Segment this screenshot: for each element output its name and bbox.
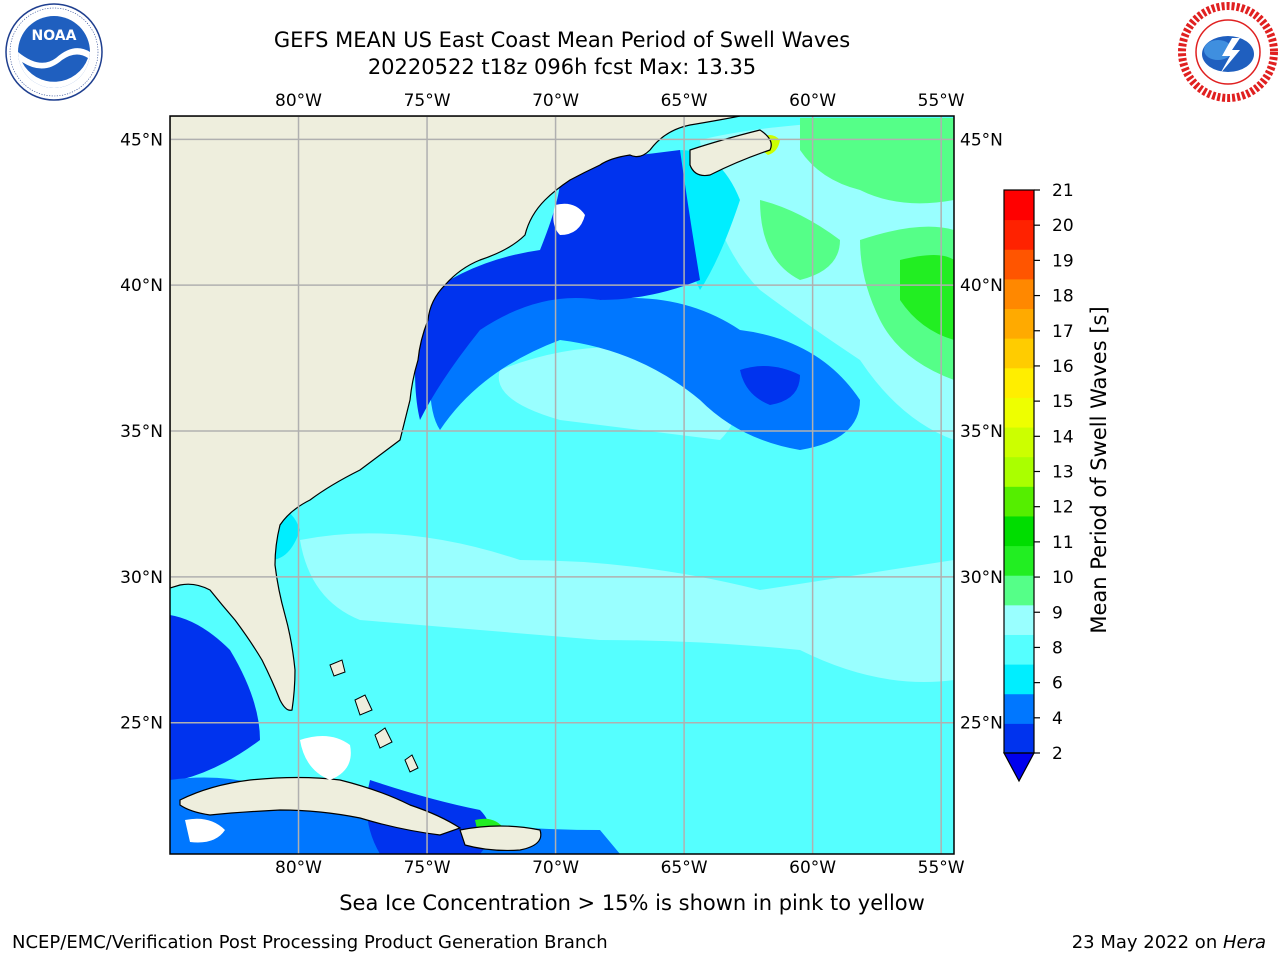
- lon-label-bottom-2: 70°W: [532, 858, 579, 878]
- lat-labels-left: 45°N 40°N 35°N 30°N 25°N: [120, 130, 163, 733]
- colorbar-extend-min: [1002, 752, 1036, 783]
- land-bahamas: [329, 659, 419, 773]
- colorbar-segment-5: [1004, 575, 1034, 606]
- map-gridlines: [170, 116, 954, 854]
- lat-label-right-3: 30°N: [960, 568, 1003, 588]
- lon-label-top-2: 70°W: [532, 91, 579, 111]
- lat-label-left-3: 30°N: [120, 568, 163, 588]
- colorbar-tick-label-8: 13: [1052, 463, 1074, 483]
- colorbar-segment-8: [1004, 486, 1034, 517]
- colorbar-segment-13: [1004, 338, 1034, 369]
- land-north-america: [170, 116, 741, 711]
- lat-label-left-2: 35°N: [120, 422, 163, 442]
- colorbar-tick-label-10: 15: [1052, 392, 1074, 412]
- land-hispaniola: [459, 825, 542, 852]
- map-field-layer: [170, 116, 954, 854]
- colorbar-segment-18: [1004, 190, 1034, 221]
- colorbar-tick-label-11: 16: [1052, 357, 1074, 377]
- colorbar-tick-label-0: 2: [1052, 744, 1063, 764]
- colorbar: 2 4 6 8 9 10 11 12 13 14 15 16 17 18 19 20 21: [1002, 181, 1074, 783]
- ocean-zone-9-10s-mid: [760, 200, 840, 280]
- lon-label-bottom-1: 75°W: [404, 858, 451, 878]
- colorbar-segment-6: [1004, 545, 1034, 576]
- lon-label-top-4: 60°W: [789, 91, 836, 111]
- lon-label-bottom-4: 60°W: [789, 858, 836, 878]
- footer-date: 23 May 2022 on Hera: [1072, 932, 1266, 953]
- colorbar-segment-1: [1004, 693, 1034, 724]
- colorbar-tick-label-14: 19: [1052, 251, 1074, 271]
- colorbar-segment-3: [1004, 634, 1034, 665]
- lat-label-left-0: 45°N: [120, 130, 163, 150]
- colorbar-tick-label-1: 4: [1052, 709, 1063, 729]
- colorbar-segment-2: [1004, 664, 1034, 695]
- lat-label-right-0: 45°N: [960, 130, 1003, 150]
- lon-label-bottom-0: 80°W: [275, 858, 322, 878]
- lat-label-right-2: 35°N: [960, 422, 1003, 442]
- colorbar-tick-label-7: 12: [1052, 498, 1074, 518]
- lat-label-right-1: 40°N: [960, 276, 1003, 296]
- colorbar-tick-label-3: 8: [1052, 638, 1063, 658]
- chart-title: GEFS MEAN US East Coast Mean Period of S…: [273, 28, 851, 52]
- colorbar-segment-16: [1004, 249, 1034, 280]
- colorbar-segment-10: [1004, 427, 1034, 458]
- land-cuba: [179, 776, 462, 836]
- ocean-zone-4-6s-north: [430, 290, 860, 450]
- colorbar-tick-label-15: 20: [1052, 216, 1074, 236]
- lon-label-bottom-5: 55°W: [918, 858, 965, 878]
- colorbar-segment-15: [1004, 278, 1034, 310]
- colorbar-segment-12: [1004, 367, 1034, 398]
- lat-labels-right: 45°N 40°N 35°N 30°N 25°N: [960, 130, 1003, 733]
- colorbar-title: Mean Period of Swell Waves [s]: [1087, 306, 1111, 633]
- lat-label-left-4: 25°N: [120, 714, 163, 734]
- colorbar-tick-label-4: 9: [1052, 603, 1063, 623]
- colorbar-segment-17: [1004, 219, 1034, 250]
- footer-host: Hera: [1222, 932, 1266, 953]
- lon-label-top-1: 75°W: [404, 91, 451, 111]
- colorbar-tick-label-2: 6: [1052, 674, 1063, 694]
- noaa-logo-text: NOAA: [32, 28, 77, 44]
- lon-labels-top: 80°W 75°W 70°W 65°W 60°W 55°W: [275, 91, 965, 111]
- nws-logo: [1178, 2, 1278, 102]
- lat-label-right-4: 25°N: [960, 714, 1003, 734]
- colorbar-segment-0: [1004, 723, 1034, 754]
- ocean-zone-8-9s-south: [300, 533, 954, 682]
- lon-label-top-5: 55°W: [918, 91, 965, 111]
- lon-labels-bottom: 80°W 75°W 70°W 65°W 60°W 55°W: [275, 858, 965, 878]
- land-nova-scotia: [689, 129, 772, 177]
- colorbar-tick-label-6: 11: [1052, 533, 1074, 553]
- lon-label-bottom-3: 65°W: [661, 858, 708, 878]
- lon-label-top-0: 80°W: [275, 91, 322, 111]
- chart-subtitle: 20220522 t18z 096h fcst Max: 13.35: [367, 55, 757, 79]
- colorbar-segment-11: [1004, 397, 1034, 428]
- ocean-zone-2-4s-gulf: [170, 615, 260, 780]
- noaa-logo: NOAA: [5, 3, 103, 101]
- colorbar-tick-label-5: 10: [1052, 568, 1074, 588]
- footer-producer: NCEP/EMC/Verification Post Processing Pr…: [12, 932, 608, 953]
- colorbar-tick-label-9: 14: [1052, 427, 1074, 447]
- map-frame: [169, 115, 955, 855]
- colorbar-segment-4: [1004, 604, 1034, 635]
- footer-date-text: 23 May 2022 on: [1071, 932, 1223, 953]
- colorbar-segment-14: [1004, 308, 1034, 339]
- lat-label-left-1: 40°N: [120, 276, 163, 296]
- sea-ice-note: Sea Ice Concentration > 15% is shown in …: [339, 891, 925, 915]
- ocean-zone-2-4s-offshore: [740, 366, 800, 405]
- colorbar-segment-7: [1004, 515, 1034, 547]
- colorbar-segment-9: [1004, 456, 1034, 487]
- colorbar-tick-label-13: 18: [1052, 287, 1074, 307]
- colorbar-tick-label-16: 21: [1052, 181, 1074, 201]
- colorbar-tick-label-12: 17: [1052, 322, 1074, 342]
- lon-label-top-3: 65°W: [661, 91, 708, 111]
